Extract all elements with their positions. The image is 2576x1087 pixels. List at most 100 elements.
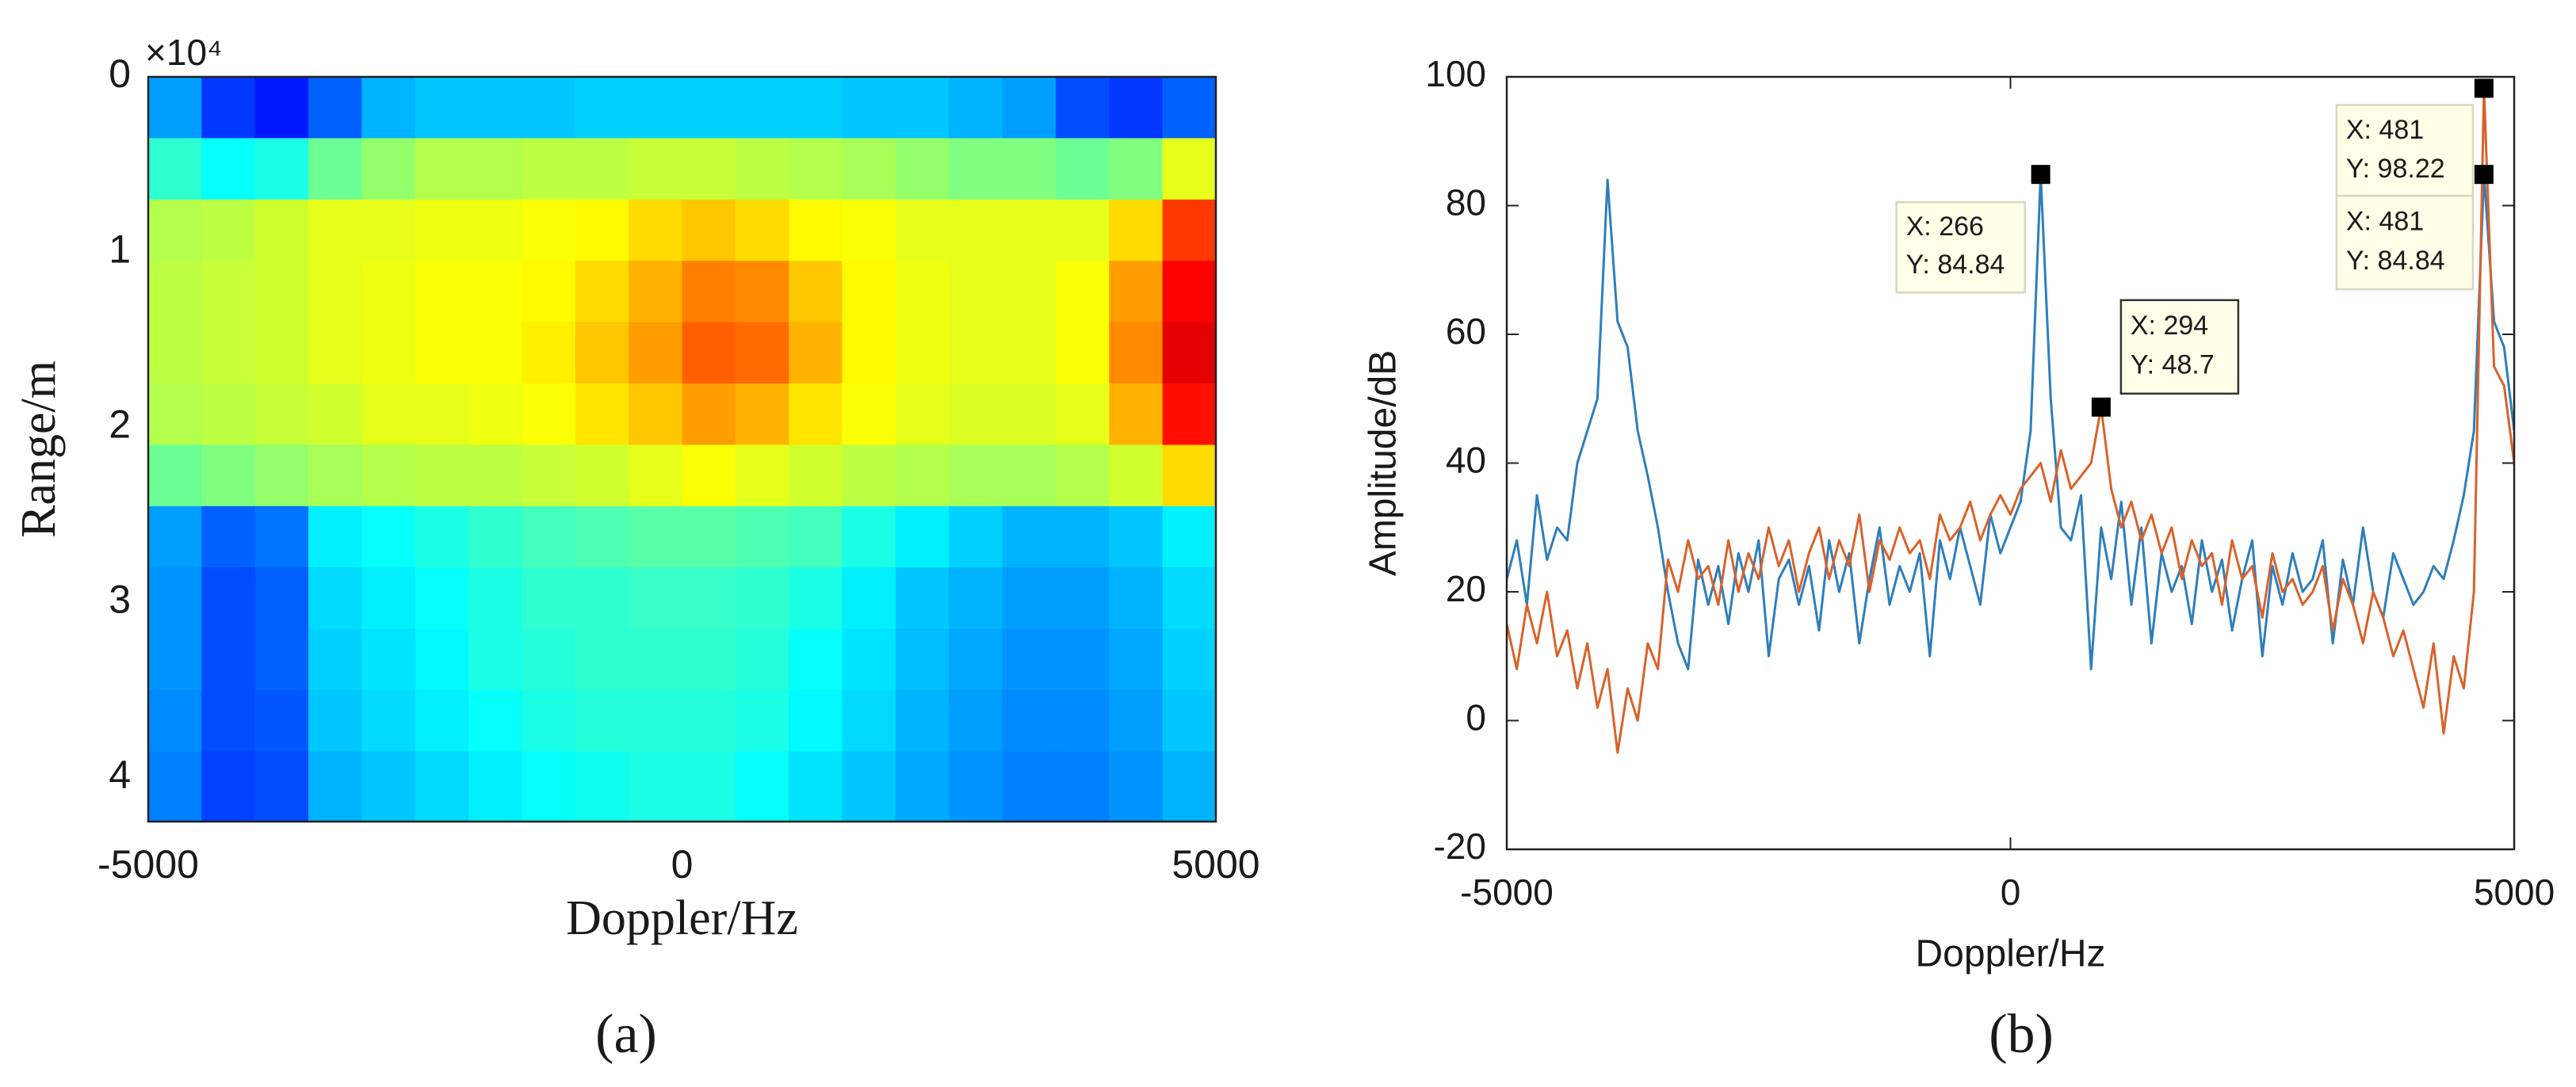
heatmap-cell [735,751,789,822]
heatmap-cell [842,690,896,753]
heatmap-cell [895,77,950,139]
series-line [1507,87,2514,754]
heatmap-cell [201,322,256,384]
heatmap-cell [575,261,629,323]
heatmap-cell [1109,628,1164,691]
heatmap-cell [735,138,789,200]
heatmap-cell [842,567,896,630]
heatmap-cell [895,628,950,691]
heatmap-cell [735,444,789,507]
heatmap-cell [895,505,950,568]
heatmap-cell [629,261,682,323]
heatmap-cell [1162,505,1216,568]
heatmap-cell [1109,383,1164,445]
heatmap-cell [1002,77,1057,139]
heatmap-cell [949,751,1003,822]
heatmap-cell [842,261,896,323]
data-tip-text: X: 266 [1906,212,1984,242]
data-tip-text: Y: 98.22 [2346,154,2445,184]
heatmap-cell [148,505,202,568]
heatmap-cell [201,138,256,200]
heatmap-cell [949,444,1003,507]
heatmap-cell [1002,628,1057,691]
heatmap-cell [1002,199,1057,261]
y-axis-label: Amplitude/dB [1363,350,1405,577]
heatmap-cell [735,261,789,323]
heatmap-cell [201,199,256,261]
heatmap-cell [682,322,736,384]
heatmap-cell [629,444,682,507]
heatmap-cell [629,567,682,630]
heatmap-cell [201,505,256,568]
heatmap-cell [842,751,896,822]
x-tick-label: 0 [2001,872,2021,913]
heatmap-cell [468,138,522,200]
heatmap-cell [148,77,202,139]
y-tick-label: 0 [1466,697,1486,738]
heatmap-cell [468,383,522,445]
heatmap-cell [629,138,682,200]
heatmap-cell [415,505,469,568]
heatmap-cell [1162,567,1216,630]
heatmap-cell [201,261,256,323]
y-tick-label: 4 [109,753,131,797]
y-multiplier: ×10⁴ [145,32,223,73]
heatmap-cell [415,628,469,691]
heatmap-cell [148,383,202,445]
heatmap-cell [415,261,469,323]
heatmap-cell [415,322,469,384]
heatmap-cell [682,77,736,139]
y-tick-label: 40 [1446,440,1486,481]
heatmap-cell [1002,505,1057,568]
heatmap-cell [1162,444,1216,507]
heatmap-cell [1109,751,1164,822]
heatmap-cell [842,77,896,139]
heatmap-cell [895,199,950,261]
heatmap-cell [308,751,362,822]
heatmap-cell [1055,567,1110,630]
heatmap-cell [682,690,736,753]
heatmap-cell [895,138,950,200]
heatmap-cell [789,322,843,384]
heatmap-cell [789,261,843,323]
heatmap-cell [361,322,416,384]
heatmap-cell [468,505,522,568]
heatmap-cell [1109,690,1164,753]
heatmap-cell [949,567,1003,630]
series-line [1507,173,2514,670]
y-tick-label: 1 [109,227,131,271]
heatmap-cell [308,567,362,630]
heatmap-cell [468,690,522,753]
data-tip-marker [2031,165,2050,185]
heatmap-cell [361,690,416,753]
heatmap-cell [308,628,362,691]
heatmap-cell [308,261,362,323]
heatmap-cell [1002,261,1057,323]
caption: (b) [1989,1004,2054,1065]
heatmap-cell [1055,199,1110,261]
heatmap-cell [415,567,469,630]
heatmap-cell [682,567,736,630]
heatmap-cell [148,138,202,200]
data-tip: X: 294 Y: 48.7 [2091,299,2240,417]
heatmap-cell [895,261,950,323]
heatmap-cell [949,690,1003,753]
x-axis-label: Doppler/Hz [566,891,798,945]
data-tip: X: 481 Y: 98.22 [2335,78,2494,198]
heatmap-cell [522,567,576,630]
heatmap-cell [1162,77,1216,139]
heatmap-cell [254,322,309,384]
heatmap-cell [415,690,469,753]
heatmap-cell [575,199,629,261]
heatmap-cell [254,628,309,691]
heatmap-cell [895,567,950,630]
heatmap-cell [522,383,576,445]
heatmap-cell [254,199,309,261]
heatmap-cell [682,444,736,507]
heatmap-cell [468,628,522,691]
heatmap-cell [629,322,682,384]
heatmap-cell [735,628,789,691]
heatmap-cell [308,444,362,507]
heatmap-cell [361,77,416,139]
x-tick-label: 0 [671,842,694,887]
